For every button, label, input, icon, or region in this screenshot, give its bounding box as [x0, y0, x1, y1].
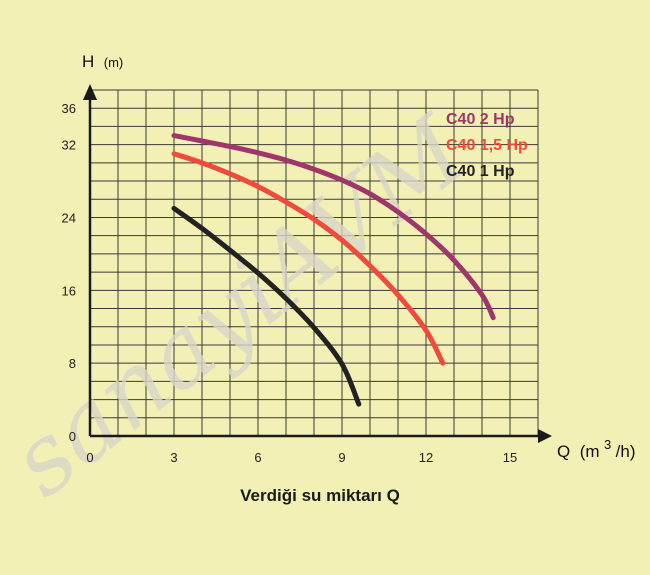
y-tick-label: 32 [62, 138, 76, 153]
y-tick-label: 0 [69, 429, 76, 444]
legend-entry: C40 1,5 Hp [446, 137, 528, 154]
x-axis-unit-sup: 3 [604, 437, 611, 452]
curves [171, 133, 496, 407]
x-tick-label: 3 [170, 450, 177, 465]
x-axis-label: Q [557, 442, 570, 461]
x-axis-arrow [538, 429, 552, 443]
axes [83, 84, 552, 443]
series-line [171, 151, 446, 366]
legend-entry: C40 2 Hp [446, 111, 515, 128]
x-tick-label: 12 [419, 450, 433, 465]
y-axis-arrow [83, 84, 97, 100]
x-axis-unit-open: (m [580, 442, 600, 461]
y-axis-unit: (m) [104, 55, 124, 70]
x-tick-label: 9 [338, 450, 345, 465]
y-tick-label: 8 [69, 356, 76, 371]
y-tick-label: 36 [62, 101, 76, 116]
series-line [171, 133, 496, 321]
x-tick-label: 6 [254, 450, 261, 465]
y-tick-label: 16 [62, 283, 76, 298]
legend: C40 2 Hp C40 1,5 Hp C40 1 Hp [446, 111, 528, 180]
legend-entry: C40 1 Hp [446, 163, 515, 180]
chart-caption: Verdiği su miktarı Q [240, 486, 400, 505]
series-line [171, 205, 362, 407]
y-axis-label: H [82, 52, 94, 71]
y-tick-label: 24 [62, 210, 76, 225]
watermark: sanayiAVM [0, 94, 489, 518]
x-axis-title: Q (m 3 /h) [557, 436, 636, 461]
watermark-layer: sanayiAVM [0, 94, 489, 518]
x-tick-label: 15 [503, 450, 517, 465]
x-axis-unit-close: /h) [616, 442, 636, 461]
y-axis-title: H (m) [82, 52, 123, 71]
x-tick-label: 0 [86, 450, 93, 465]
